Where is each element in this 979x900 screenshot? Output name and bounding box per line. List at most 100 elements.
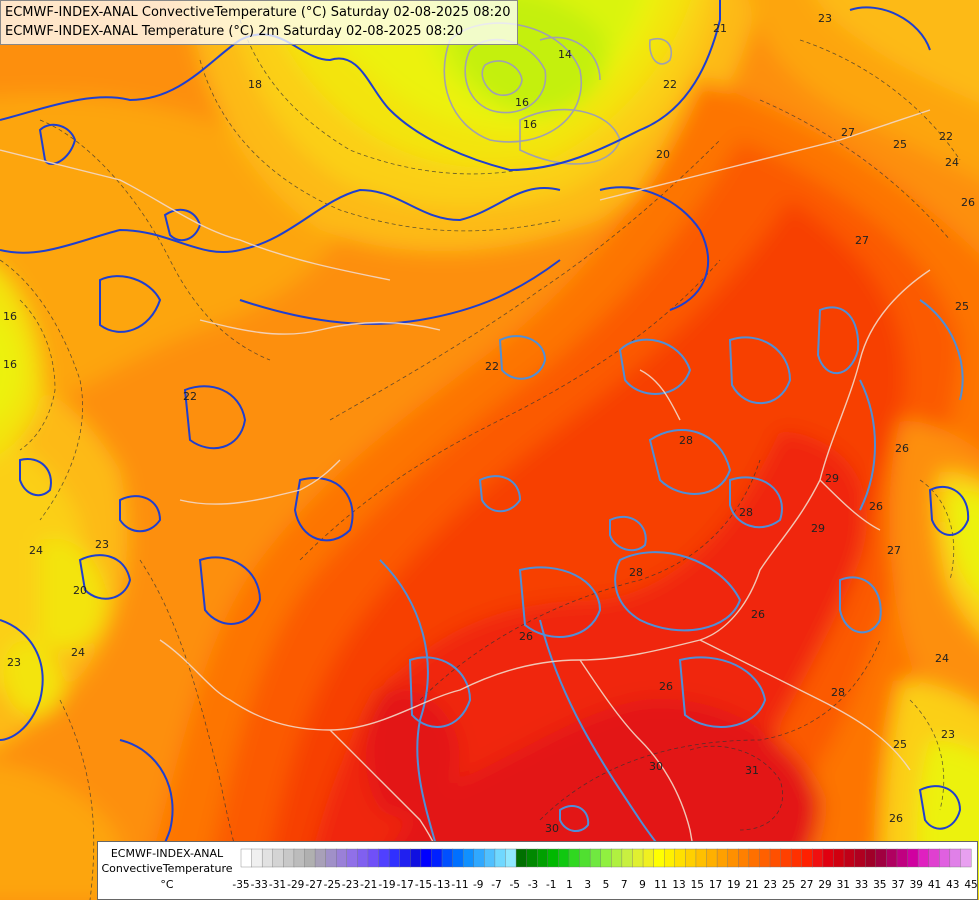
legend-tick-label-21: 7 <box>621 879 628 891</box>
legend-swatch-37 <box>632 848 644 868</box>
dashed-contour-4 <box>0 259 83 521</box>
contour-label-10: 24 <box>945 156 959 169</box>
legend-tick-label-3: -29 <box>287 879 304 891</box>
dashed-contour-6 <box>329 139 721 421</box>
contour-label-22: 26 <box>869 500 883 513</box>
legend-tick-label-1: -33 <box>251 879 268 891</box>
legend-swatch-52 <box>790 848 803 868</box>
contour-label-34: 24 <box>29 544 43 557</box>
legend-tick-label-8: -19 <box>378 879 395 891</box>
dashed-contour-15 <box>909 699 945 811</box>
legend-tick-label-32: 29 <box>818 879 831 891</box>
contour-label-36: 20 <box>73 584 87 597</box>
contour-label-32: 26 <box>659 680 673 693</box>
legend-swatch-44 <box>706 848 718 868</box>
lightblue-isotherm-2 <box>728 336 792 405</box>
legend-swatch-31 <box>568 848 581 868</box>
legend-swatch-23 <box>484 848 496 868</box>
blue-isotherm-17 <box>928 485 970 536</box>
contour-label-29: 31 <box>745 764 759 777</box>
contour-label-16: 28 <box>739 506 753 519</box>
legend-swatch-58 <box>854 848 866 868</box>
contour-label-41: 16 <box>3 358 17 371</box>
blue-isotherm-6 <box>183 385 247 450</box>
title-2m-temperature: ECMWF-INDEX-ANAL Temperature (°C) 2m Sat… <box>5 24 464 39</box>
contour-label-35: 23 <box>95 538 109 551</box>
contour-label-33: 26 <box>889 812 903 825</box>
dashed-contour-5 <box>19 299 56 451</box>
border-5 <box>599 109 931 201</box>
legend-swatch-48 <box>748 848 760 868</box>
legend-swatch-67 <box>949 848 961 868</box>
legend-tick-label-5: -25 <box>324 879 341 891</box>
border-1 <box>159 269 931 731</box>
legend-swatch-3 <box>272 848 284 868</box>
dashed-contour-9 <box>539 639 881 821</box>
legend-swatch-25 <box>505 848 517 868</box>
legend-tick-label-28: 21 <box>745 879 758 891</box>
legend-swatch-11 <box>357 848 369 868</box>
border-7 <box>199 319 441 335</box>
title-convective-temperature: ECMWF-INDEX-ANAL ConvectiveTemperature (… <box>5 5 511 20</box>
border-6 <box>0 149 391 281</box>
contour-label-2: 16 <box>515 96 529 109</box>
legend-swatch-8 <box>325 848 337 868</box>
legend-swatch-43 <box>695 848 708 868</box>
dashed-contour-8 <box>419 459 761 701</box>
legend-tick-label-12: -11 <box>451 879 468 891</box>
legend-swatch-36 <box>621 848 633 868</box>
lightblue-isotherm-7 <box>614 551 742 632</box>
legend-tick-label-18: 1 <box>566 879 573 891</box>
legend-swatch-38 <box>642 848 655 868</box>
legend-swatch-54 <box>812 848 824 868</box>
contour-label-42: 22 <box>485 360 499 373</box>
grey-isotherm-6 <box>649 38 672 65</box>
grey-isotherm-2 <box>481 60 523 96</box>
legend-swatch-12 <box>367 848 380 868</box>
legend-swatch-56 <box>833 848 845 868</box>
blue-isotherm-14 <box>0 619 44 741</box>
legend-swatch-14 <box>388 848 401 868</box>
legend-swatch-57 <box>843 848 856 868</box>
contour-label-26: 23 <box>941 728 955 741</box>
legend-tick-label-33: 31 <box>837 879 850 891</box>
legend-swatch-20 <box>452 848 464 868</box>
legend-tick-label-30: 25 <box>782 879 795 891</box>
legend-swatch-19 <box>441 848 454 868</box>
legend-tick-label-36: 37 <box>891 879 904 891</box>
legend-swatch-10 <box>346 848 358 868</box>
contour-label-11: 22 <box>939 130 953 143</box>
border-8 <box>179 459 341 505</box>
contour-label-6: 21 <box>713 22 727 35</box>
contour-label-37: 24 <box>71 646 85 659</box>
contour-label-40: 16 <box>3 310 17 323</box>
contour-label-38: 23 <box>7 656 21 669</box>
legend-swatch-13 <box>378 848 390 868</box>
legend-tick-label-38: 41 <box>928 879 941 891</box>
field-band-20-west <box>0 318 20 416</box>
lightblue-isotherm-1 <box>618 338 692 395</box>
legend-swatch-17 <box>420 848 432 868</box>
contour-label-21: 26 <box>895 442 909 455</box>
legend-swatch-27 <box>526 848 538 868</box>
field-band-30-south <box>365 688 460 818</box>
dashed-contour-10 <box>139 559 251 900</box>
contour-label-20: 29 <box>811 522 825 535</box>
legend-swatch-30 <box>558 848 570 868</box>
field-band-21-sw2 <box>3 640 63 715</box>
contour-label-7: 23 <box>818 12 832 25</box>
contour-label-28: 30 <box>649 760 663 773</box>
legend-tick-label-37: 39 <box>910 879 923 891</box>
field-band-21-sw <box>40 538 106 650</box>
legend-tick-label-6: -23 <box>342 879 359 891</box>
legend-tick-label-40: 45 <box>964 879 977 891</box>
dashed-contour-12 <box>799 39 961 161</box>
contour-label-27: 25 <box>893 738 907 751</box>
dashed-contour-14 <box>919 479 955 581</box>
legend-swatch-22 <box>473 848 485 868</box>
grey-isotherm-5 <box>539 36 601 81</box>
legend-swatch-21 <box>462 848 475 868</box>
dashed-contour-2 <box>199 59 561 232</box>
contour-label-24: 28 <box>831 686 845 699</box>
